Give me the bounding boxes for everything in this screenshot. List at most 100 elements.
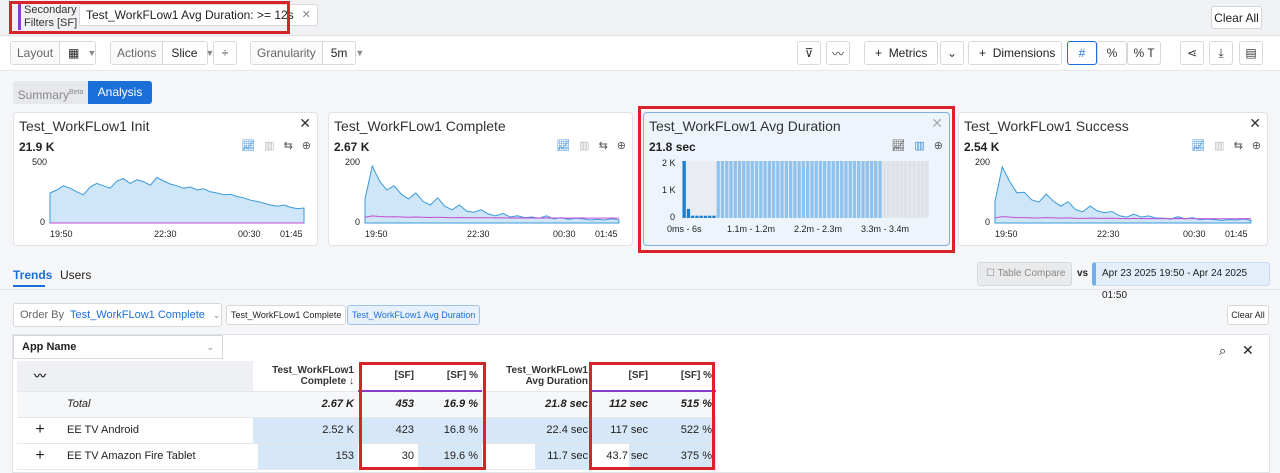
tab-underline: [13, 285, 45, 287]
dimensions-button[interactable]: + Dimensions: [968, 41, 1062, 65]
line-chart-icon[interactable]: 📈︎: [1191, 140, 1206, 152]
header-complete-sf: [SF]: [358, 361, 418, 392]
histogram-bar: [686, 208, 691, 218]
share-icon[interactable]: ⋖: [1180, 41, 1204, 65]
percent-total-toggle[interactable]: % T: [1127, 41, 1161, 65]
granularity-value: 5m: [330, 46, 348, 60]
header-avg-duration[interactable]: Test_WorkFLow1 Avg Duration: [482, 361, 592, 392]
init-chart: [49, 176, 305, 224]
complete-chart: [364, 164, 620, 224]
line-chart-icon[interactable]: 📈︎: [241, 140, 256, 152]
anomaly-icon[interactable]: 〰: [826, 41, 850, 65]
swap-icon[interactable]: ⇆: [598, 140, 608, 152]
settings-icon[interactable]: ▤: [1239, 41, 1263, 65]
histogram-bar: [916, 161, 920, 218]
clear-all-sort-button[interactable]: Clear All: [1227, 305, 1269, 325]
line-chart-icon[interactable]: 📈︎: [556, 140, 571, 152]
date-range-picker[interactable]: Apr 23 2025 19:50 - Apr 24 2025 01:50: [1092, 262, 1270, 301]
filter-chip[interactable]: Test_WorkFLow1 Avg Duration: >= 12s ✕: [79, 4, 318, 26]
chevron-down-icon: ⌄: [212, 309, 221, 320]
row-expand: [17, 391, 63, 418]
cell-complete-sf: 30: [358, 443, 418, 470]
bar-chart-icon[interactable]: ▥: [579, 140, 590, 152]
download-icon[interactable]: ⤓: [1209, 41, 1233, 65]
table-compare-toggle[interactable]: ☐ Table Compare: [977, 262, 1072, 286]
histogram-bar: [903, 161, 908, 218]
x-tick: 19:50: [50, 229, 73, 239]
layout-dropdown[interactable]: Layout ▦ ▼: [10, 41, 96, 65]
y-tick-max: 200: [345, 157, 361, 167]
count-toggle[interactable]: #: [1067, 41, 1097, 65]
histogram-bar: [716, 161, 720, 218]
filter-icon[interactable]: ⊽: [797, 41, 821, 65]
histogram-bar: [695, 215, 699, 218]
histogram-bar: [869, 161, 874, 218]
metric-card-success[interactable]: Test_WorkFLow1 Success 2.54 K ✕ 📈︎ ▥ ⇆ ⊕ 20…: [958, 112, 1268, 246]
filter-chip-text: Test_WorkFLow1 Avg Duration: >= 12s: [86, 8, 294, 22]
percent-toggle[interactable]: %: [1097, 41, 1127, 65]
x-tick: 22:30: [467, 229, 490, 239]
histogram-bar: [763, 161, 767, 218]
dimensions-label: Dimensions: [992, 46, 1056, 60]
dimension-label: App Name: [22, 341, 77, 353]
x-tick: 19:50: [995, 229, 1018, 239]
actions-label: Actions: [111, 42, 164, 64]
trend-icon[interactable]: 〰: [17, 361, 63, 392]
tab-summary[interactable]: SummaryBeta: [13, 81, 88, 104]
histogram-bar: [708, 215, 712, 218]
zoom-icon[interactable]: ⊕: [1251, 140, 1261, 152]
bar-chart-icon[interactable]: ▥: [1214, 140, 1225, 152]
cell-avg-duration: 21.8 sec: [482, 391, 592, 418]
swap-icon[interactable]: ⇆: [283, 140, 293, 152]
bar-chart-icon[interactable]: ▥: [264, 140, 275, 152]
tab-users[interactable]: Users: [60, 268, 92, 282]
expand-plus-icon[interactable]: +: [17, 443, 63, 470]
line-chart-icon[interactable]: 📈︎: [891, 140, 906, 152]
actions-value: Slice: [171, 46, 198, 60]
histogram-bar: [806, 161, 810, 218]
tab-trends[interactable]: Trends: [13, 268, 53, 282]
close-icon[interactable]: ✕: [1242, 342, 1254, 358]
table-row[interactable]: + EE TV Amazon Fire Tablet 153 30 19.6 %…: [17, 443, 716, 470]
sort-chip-complete[interactable]: Test_WorkFLow1 Complete: [226, 305, 347, 325]
plus-icon: +: [979, 46, 987, 60]
card-icons: 📈︎ ▥ ⇆ ⊕: [556, 139, 626, 152]
table-row[interactable]: + EE TV Android 2.52 K 423 16.8 % 22.4 s…: [17, 417, 716, 444]
secondary-filters-label: Secondary Filters [SF]: [18, 4, 78, 30]
close-icon[interactable]: ✕: [1249, 115, 1261, 131]
close-icon[interactable]: ✕: [301, 9, 311, 21]
metrics-button[interactable]: + Metrics: [864, 41, 938, 65]
cell-complete-sf-pct: 16.8 %: [418, 417, 482, 444]
zoom-icon[interactable]: ⊕: [933, 140, 943, 152]
tab-analysis[interactable]: Analysis: [88, 81, 152, 104]
vs-label: vs: [1077, 268, 1089, 279]
split-icon[interactable]: ÷: [213, 41, 237, 65]
search-icon[interactable]: ⌕: [1219, 343, 1227, 358]
zoom-icon[interactable]: ⊕: [301, 140, 311, 152]
x-tick: 22:30: [1097, 229, 1120, 239]
swap-icon[interactable]: ⇆: [1233, 140, 1243, 152]
histogram-bar: [784, 161, 788, 218]
metric-card-avg-duration[interactable]: Test_WorkFLow1 Avg Duration 21.8 sec ✕ 📈…: [643, 112, 950, 246]
actions-dropdown[interactable]: Actions Slice ▼: [110, 41, 214, 65]
chevron-down-icon[interactable]: ⌄: [940, 41, 964, 65]
clear-all-button[interactable]: Clear All: [1211, 6, 1262, 29]
header-complete-label: Test_WorkFLow1 Complete: [272, 364, 354, 387]
zoom-icon[interactable]: ⊕: [616, 140, 626, 152]
expand-plus-icon[interactable]: +: [17, 417, 63, 444]
granularity-dropdown[interactable]: Granularity 5m ▼: [250, 41, 364, 65]
header-complete[interactable]: Test_WorkFLow1 Complete ↓: [253, 361, 358, 392]
histogram-bar: [725, 161, 729, 218]
dimension-selector[interactable]: App Name ⌄: [13, 335, 223, 359]
bar-chart-icon[interactable]: ▥: [914, 140, 925, 152]
sort-chip-avg-duration[interactable]: Test_WorkFLow1 Avg Duration: [347, 305, 481, 325]
histogram-bar: [852, 161, 857, 218]
metric-card-init[interactable]: Test_WorkFLow1 Init 21.9 K ✕ 📈︎ ▥ ⇆ ⊕ 500 0…: [13, 112, 318, 246]
metric-card-complete[interactable]: Test_WorkFLow1 Complete 2.67 K 📈︎ ▥ ⇆ ⊕ 200…: [328, 112, 633, 246]
order-by-dropdown[interactable]: Order By Test_WorkFLow1 Complete ⌄: [13, 303, 222, 327]
close-icon[interactable]: ✕: [299, 115, 311, 131]
y-tick-max: 200: [975, 157, 991, 167]
close-icon[interactable]: ✕: [931, 115, 943, 131]
histogram-bar: [840, 161, 844, 218]
card-value: 2.54 K: [964, 140, 1000, 154]
